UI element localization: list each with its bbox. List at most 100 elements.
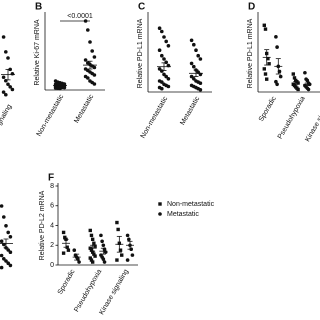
data-point: [6, 230, 10, 235]
data-point: [4, 224, 8, 228]
x-tick-label: Kinase signaling: [0, 103, 13, 151]
y-tick-label: 0: [50, 262, 54, 269]
data-point: [291, 72, 295, 76]
data-point: [66, 248, 71, 252]
data-point: [306, 87, 311, 92]
data-point: [166, 77, 171, 81]
data-point: [2, 257, 6, 261]
data-point: [10, 87, 15, 92]
x-tick-label: Pseudohypoxia: [277, 95, 307, 140]
data-point: [198, 88, 203, 92]
data-point: [263, 72, 268, 76]
x-tick-label: Kinase signaling: [304, 95, 320, 143]
data-point: [157, 67, 162, 71]
data-point: [63, 235, 67, 240]
data-point: [160, 29, 164, 34]
data-point: [89, 233, 94, 238]
data-point: [164, 60, 168, 65]
data-point: [116, 227, 120, 232]
data-point: [102, 260, 107, 264]
data-point: [192, 64, 196, 69]
legend-marker: [158, 212, 162, 216]
data-point: [90, 237, 95, 242]
data-point: [0, 265, 4, 270]
data-point: [6, 248, 10, 252]
x-tick-label: Metastatic: [73, 93, 95, 125]
data-point: [86, 28, 90, 32]
data-point: [157, 48, 162, 52]
data-point: [89, 248, 94, 252]
data-point: [1, 90, 6, 94]
significance-label: <0.0001: [67, 13, 93, 20]
data-point: [262, 67, 266, 71]
data-point: [166, 44, 171, 48]
data-point: [164, 39, 168, 44]
data-point: [267, 62, 271, 66]
data-point: [198, 81, 203, 85]
data-point: [162, 57, 166, 61]
data-point: [86, 76, 90, 80]
data-point: [0, 204, 4, 208]
data-point: [166, 84, 171, 89]
y-tick-label: 2: [50, 242, 54, 249]
data-point: [61, 230, 66, 235]
data-point: [160, 69, 164, 73]
data-point: [160, 80, 164, 84]
data-point: [90, 260, 95, 264]
legend-marker: [158, 202, 162, 206]
y-axis-label: Relative Ki-67 mRNA: [34, 19, 41, 85]
data-point: [92, 73, 97, 77]
data-point: [160, 86, 164, 91]
data-point: [99, 233, 103, 238]
legend-label: Non-metastatic: [167, 201, 215, 208]
y-axis-label: Relative PD-L2 mRNA: [39, 190, 46, 260]
y-tick-label: 8: [50, 183, 54, 190]
data-point: [61, 251, 66, 255]
data-point: [266, 56, 270, 61]
data-point: [8, 250, 13, 254]
data-point: [62, 85, 67, 90]
data-point: [92, 82, 97, 86]
data-point: [120, 253, 124, 257]
data-point: [58, 86, 62, 91]
data-point: [263, 27, 268, 31]
data-point: [6, 82, 10, 87]
data-point: [83, 58, 88, 62]
data-point: [125, 258, 130, 262]
x-tick-label: Metastatic: [179, 95, 201, 127]
x-tick-label: Pseudohypoxia: [73, 268, 103, 313]
data-point: [189, 74, 194, 79]
data-point: [100, 239, 104, 244]
data-point: [262, 23, 266, 27]
data-point: [162, 35, 166, 39]
data-point: [274, 35, 278, 39]
data-point: [278, 74, 283, 79]
data-point: [8, 263, 13, 268]
data-point: [92, 252, 96, 256]
y-axis-label: Relative PD-L1 mRNA: [247, 18, 254, 88]
data-point: [6, 261, 10, 266]
data-point: [265, 77, 269, 81]
legend-label: Metastatic: [167, 211, 199, 218]
data-point: [1, 35, 6, 39]
data-point: [92, 241, 96, 245]
data-point: [0, 253, 4, 258]
data-point: [125, 233, 130, 238]
data-point: [196, 53, 200, 58]
data-point: [8, 235, 13, 239]
data-point: [93, 244, 97, 248]
data-point: [275, 45, 279, 49]
data-point: [189, 61, 194, 66]
x-tick-label: Sporadic: [258, 95, 278, 123]
data-point: [92, 55, 97, 59]
y-tick-label: 6: [50, 203, 54, 210]
panel-letter: B: [35, 2, 42, 13]
panel-letter: D: [248, 2, 255, 13]
panel-letter: F: [48, 173, 54, 184]
x-tick-label: Non-metastatic: [140, 95, 170, 140]
data-point: [4, 92, 8, 97]
data-point: [90, 250, 95, 254]
data-point: [127, 237, 131, 242]
data-point: [192, 42, 196, 47]
